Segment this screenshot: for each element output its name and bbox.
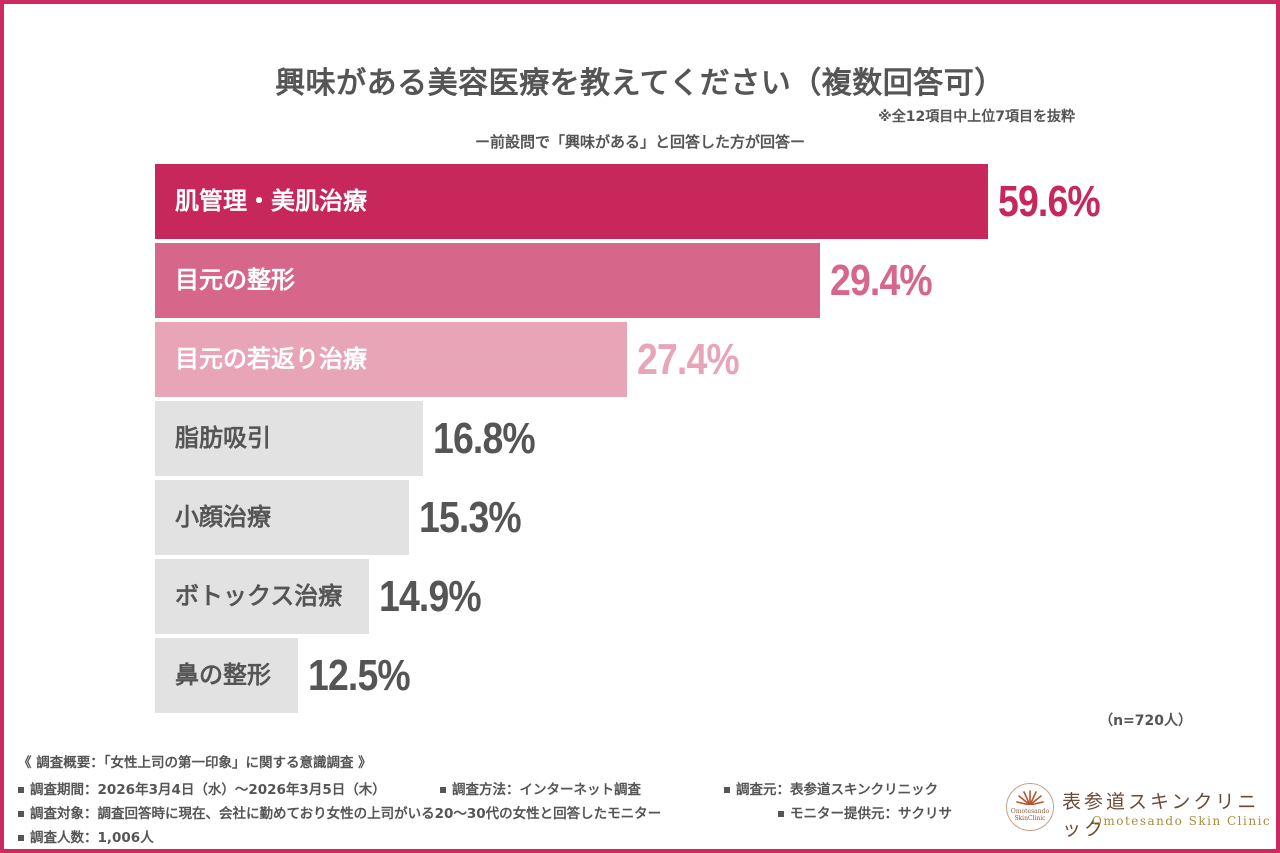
fan-emblem-icon <box>1016 790 1044 805</box>
chart-subtitle: ー前設問で「興味がある」と回答した方が回答ー <box>474 133 805 151</box>
bar-value-label: 29.4% <box>830 256 933 305</box>
survey-target-text: 調査対象：調査回答時に現在、会社に勤めており女性の上司がいる20～30代の女性と… <box>30 806 662 822</box>
bar-category-label: 鼻の整形 <box>175 661 271 689</box>
survey-source-text: 調査元：表参道スキンクリニック <box>736 782 939 798</box>
survey-source: 調査元：表参道スキンクリニック <box>724 778 938 798</box>
brand-name-en: Omotesando Skin Clinic <box>1092 814 1272 828</box>
clinic-logo-icon: Omotesando SkinClinic <box>1006 783 1054 831</box>
survey-heading: 《 調査概要：「女性上司の第一印象」に関する意識調査 》 <box>18 755 372 771</box>
bar-2: 目元の整形 <box>155 243 820 318</box>
bar-value-label: 27.4% <box>637 335 740 384</box>
bullet-square-icon <box>18 835 24 841</box>
logo-text-line2: SkinClinic <box>1014 815 1046 822</box>
survey-count: 調査人数：1,006人 <box>18 826 154 846</box>
bar-7: 鼻の整形 <box>155 638 298 713</box>
survey-count-text: 調査人数：1,006人 <box>30 830 154 846</box>
survey-target: 調査対象：調査回答時に現在、会社に勤めており女性の上司がいる20～30代の女性と… <box>18 802 661 822</box>
bar-4: 脂肪吸引 <box>155 401 423 476</box>
bar-6: ボトックス治療 <box>155 559 369 634</box>
bar-value-label: 59.6% <box>998 177 1101 226</box>
survey-method-text: 調査方法：インターネット調査 <box>452 782 641 798</box>
bar-1: 肌管理・美肌治療 <box>155 164 988 239</box>
bar-value-label: 14.9% <box>379 572 482 621</box>
bullet-square-icon <box>440 787 446 793</box>
bar-5: 小顔治療 <box>155 480 409 555</box>
sample-size-label: （n=720人） <box>1099 713 1192 729</box>
brand-name-jp: 表参道スキンクリニック <box>1062 791 1260 840</box>
logo-text-line1: Omotesando <box>1010 808 1050 815</box>
chart-note: ※全12項目中上位7項目を抜粋 <box>878 109 1075 125</box>
survey-method: 調査方法：インターネット調査 <box>440 778 641 798</box>
chart-title: 興味がある美容医療を教えてください（複数回答可） <box>275 66 1005 101</box>
survey-period: 調査期間：2026年3月4日（水）～2026年3月5日（木） <box>18 778 386 798</box>
bar-category-label: 目元の整形 <box>175 266 295 294</box>
bullet-square-icon <box>724 787 730 793</box>
survey-provider-text: モニター提供元：サクリサ <box>790 806 952 822</box>
survey-period-text: 調査期間：2026年3月4日（水）～2026年3月5日（木） <box>30 782 386 798</box>
bar-3: 目元の若返り治療 <box>155 322 627 397</box>
bar-category-label: ボトックス治療 <box>175 582 343 610</box>
survey-provider: モニター提供元：サクリサ <box>778 802 952 822</box>
logo-text: Omotesando SkinClinic <box>1007 808 1053 822</box>
bar-value-label: 16.8% <box>433 414 536 463</box>
bar-category-label: 小顔治療 <box>175 503 271 531</box>
bar-category-label: 目元の若返り治療 <box>175 345 367 373</box>
bullet-square-icon <box>18 811 24 817</box>
bullet-square-icon <box>18 787 24 793</box>
bullet-square-icon <box>778 811 784 817</box>
bar-value-label: 12.5% <box>308 651 411 700</box>
bar-category-label: 肌管理・美肌治療 <box>175 187 367 215</box>
bar-category-label: 脂肪吸引 <box>175 424 271 452</box>
bar-value-label: 15.3% <box>419 493 522 542</box>
